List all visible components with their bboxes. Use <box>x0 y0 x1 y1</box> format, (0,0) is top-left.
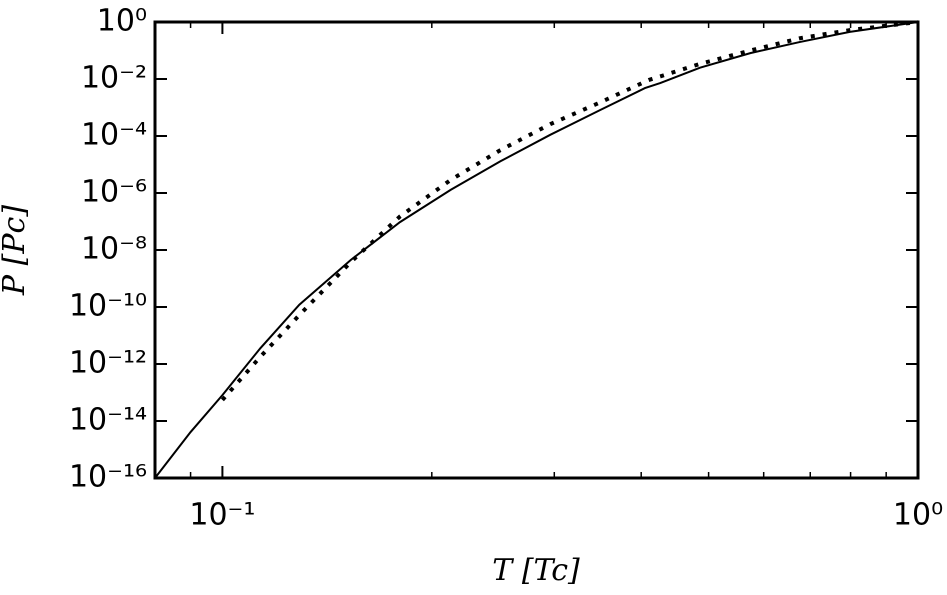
y-axis-label: P [Pc] <box>0 205 32 296</box>
y-tick-label: 10⁻¹⁰ <box>69 289 147 324</box>
y-tick-label: 10⁻² <box>81 61 147 96</box>
y-tick-label: 10⁰ <box>97 4 147 39</box>
x-tick-label: 10⁻¹ <box>189 498 255 533</box>
y-tick-label: 10⁻¹⁶ <box>69 460 147 495</box>
line <box>220 20 919 402</box>
y-tick-label: 10⁻⁴ <box>81 118 147 153</box>
y-tick-label: 10⁻¹⁴ <box>69 403 147 438</box>
y-tick-label: 10⁻¹² <box>69 346 147 381</box>
x-axis-label: T [Tc] <box>492 553 580 588</box>
plot-frame <box>153 20 920 480</box>
y-tick-label: 10⁻⁶ <box>81 175 147 210</box>
y-tick-label: 10⁻⁸ <box>81 232 147 267</box>
line <box>154 21 919 479</box>
x-tick-label: 10⁰ <box>893 498 943 533</box>
